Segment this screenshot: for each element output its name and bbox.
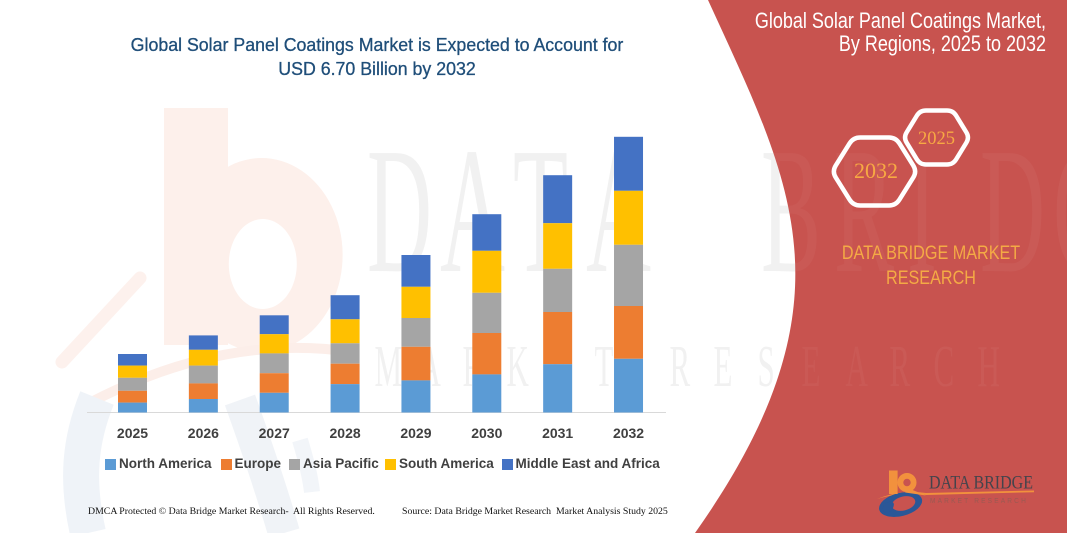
svg-text:2025: 2025 xyxy=(918,129,955,149)
svg-text:DATA BRIDGE: DATA BRIDGE xyxy=(929,473,1033,494)
svg-text:2032: 2032 xyxy=(854,158,898,183)
svg-text:MARKET: MARKET xyxy=(375,335,614,400)
svg-text:MARKET RESEARCH: MARKET RESEARCH xyxy=(930,498,1028,505)
